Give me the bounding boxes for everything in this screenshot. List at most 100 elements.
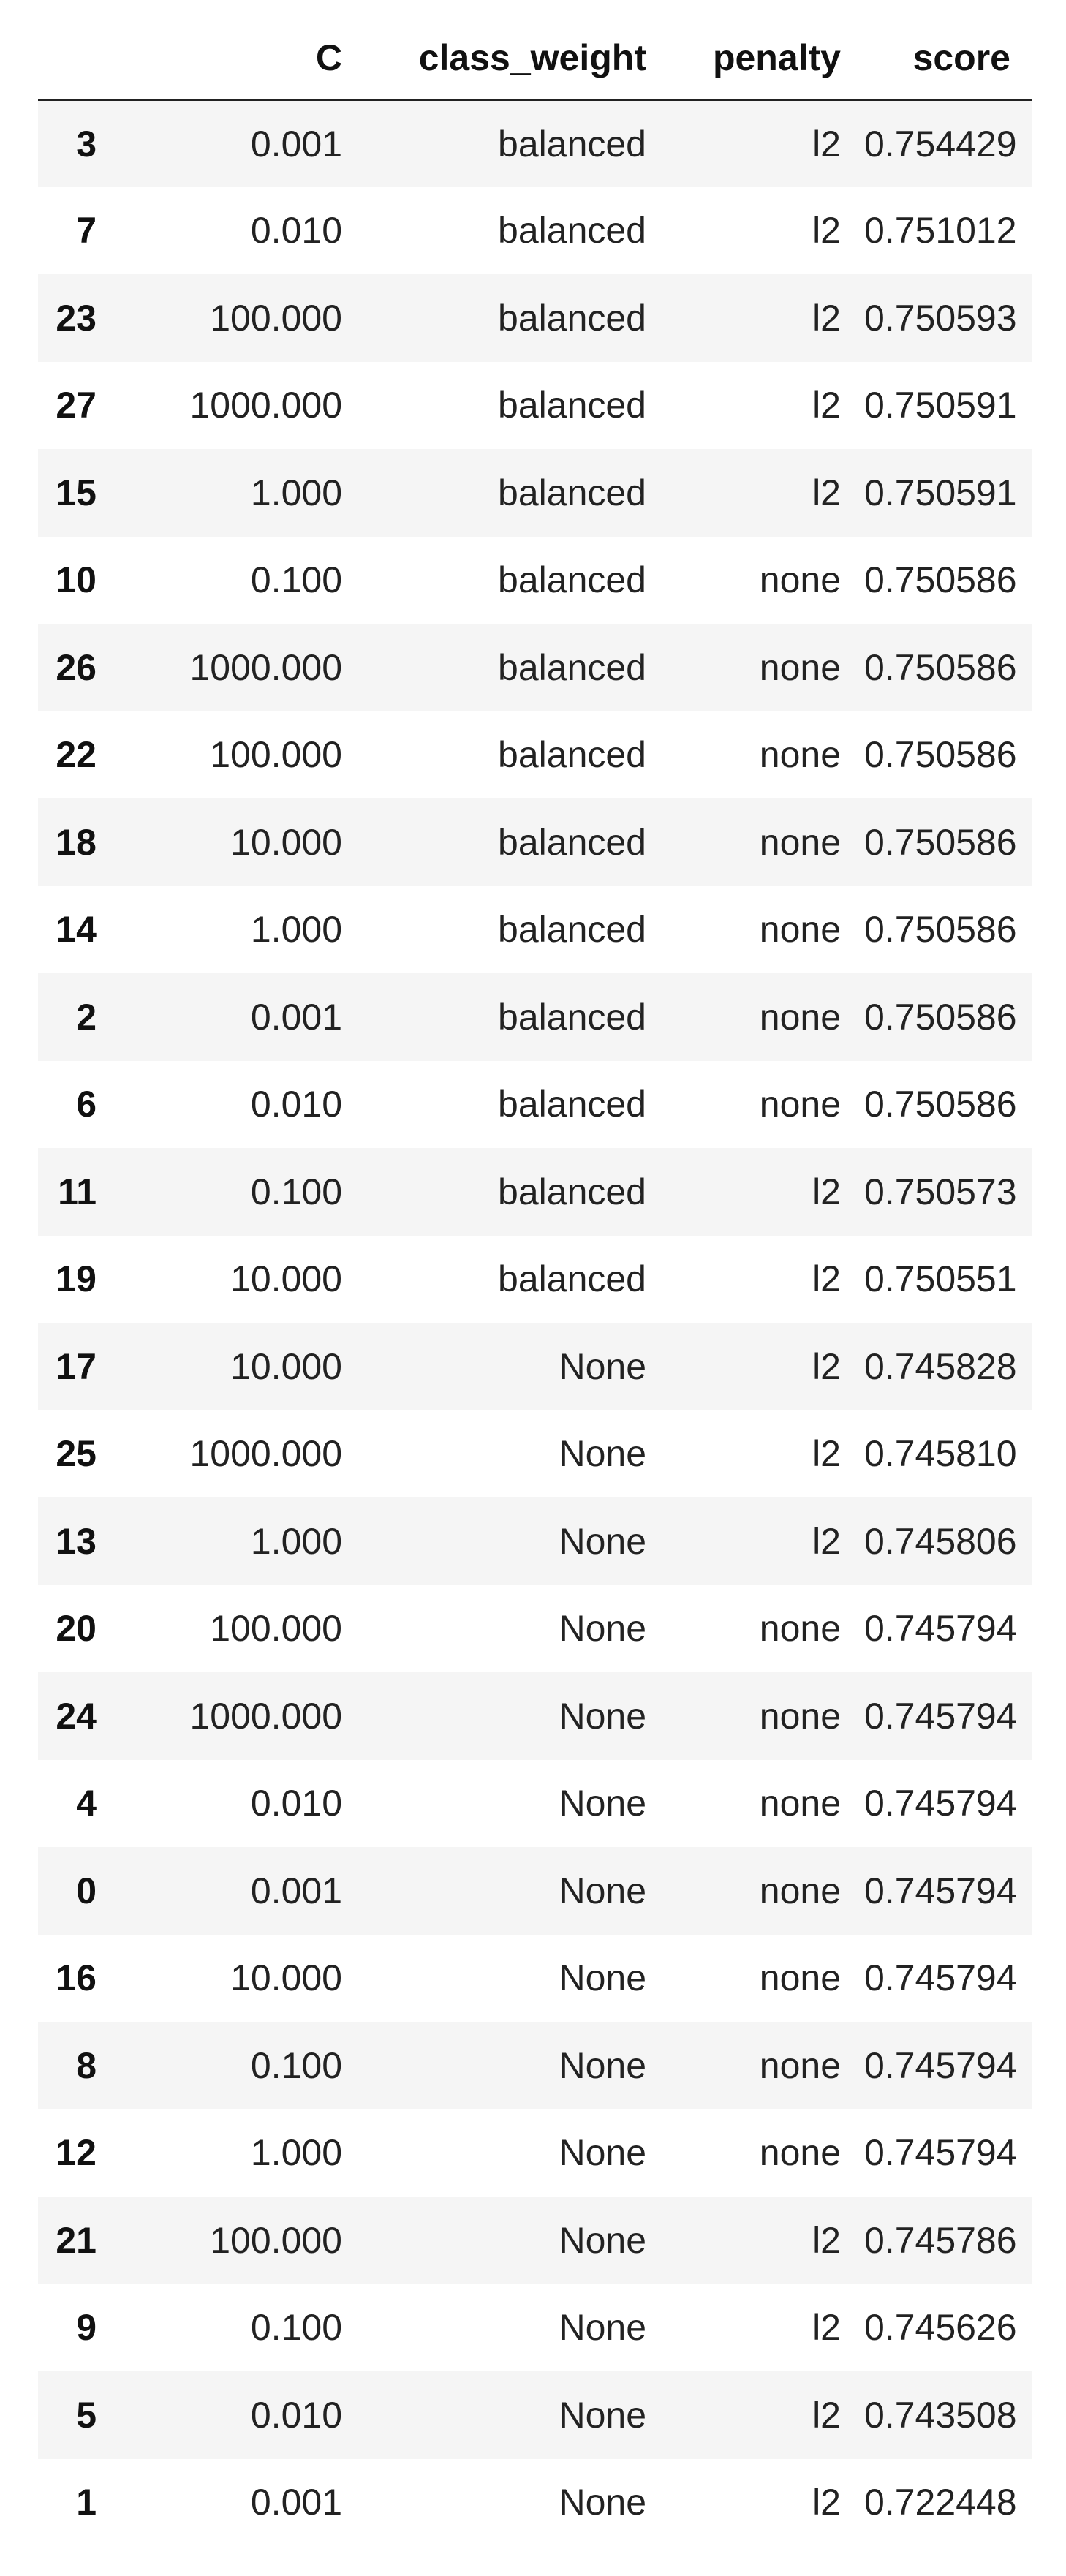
table-row: 16 10.000 None none 0.745794 bbox=[38, 1934, 1032, 2022]
table-row: 6 0.010 balanced none 0.750586 bbox=[38, 1060, 1032, 1148]
table-row: 7 0.010 balanced l2 0.751012 bbox=[38, 186, 1032, 274]
score-cell: 0.750586 bbox=[864, 734, 1017, 776]
penalty-cell: l2 bbox=[812, 2307, 841, 2349]
score-cell: 0.750586 bbox=[864, 821, 1017, 863]
table-row: 21 100.000 None l2 0.745786 bbox=[38, 2197, 1032, 2284]
table-row: 11 0.100 balanced l2 0.750573 bbox=[38, 1148, 1032, 1236]
c-cell: 10.000 bbox=[230, 821, 342, 863]
penalty-cell: l2 bbox=[812, 2394, 841, 2436]
table-row: 24 1000.000 None none 0.745794 bbox=[38, 1672, 1032, 1760]
c-cell: 0.100 bbox=[250, 559, 342, 601]
table-row: 3 0.001 balanced l2 0.754429 bbox=[38, 99, 1032, 187]
class-weight-cell: balanced bbox=[498, 297, 646, 339]
c-cell: 1.000 bbox=[250, 909, 342, 951]
class-weight-cell: balanced bbox=[498, 1258, 646, 1300]
class-weight-cell: None bbox=[559, 2132, 646, 2174]
table-row: 13 1.000 None l2 0.745806 bbox=[38, 1497, 1032, 1585]
row-index: 2 bbox=[76, 996, 97, 1038]
c-cell: 10.000 bbox=[230, 1345, 342, 1387]
score-cell: 0.745626 bbox=[864, 2307, 1017, 2349]
score-cell: 0.750593 bbox=[864, 297, 1017, 339]
penalty-cell: none bbox=[759, 1870, 841, 1911]
table-row: 23 100.000 balanced l2 0.750593 bbox=[38, 274, 1032, 362]
row-index: 24 bbox=[56, 1695, 97, 1737]
table-row: 27 1000.000 balanced l2 0.750591 bbox=[38, 361, 1032, 449]
table-body: 3 0.001 balanced l2 0.754429 7 0.010 balanced l2… bbox=[38, 99, 1032, 2546]
c-cell: 1.000 bbox=[250, 1520, 342, 1562]
table-row: 1 0.001 None l2 0.722448 bbox=[38, 2458, 1032, 2546]
c-cell: 1.000 bbox=[250, 2132, 342, 2174]
table-row: 12 1.000 None none 0.745794 bbox=[38, 2109, 1032, 2197]
row-index: 27 bbox=[56, 385, 97, 426]
class-weight-cell: None bbox=[559, 1520, 646, 1562]
c-cell: 0.010 bbox=[250, 2394, 342, 2436]
c-cell: 0.100 bbox=[250, 2307, 342, 2349]
penalty-cell: none bbox=[759, 996, 841, 1038]
class-weight-cell: None bbox=[559, 1345, 646, 1387]
penalty-cell: l2 bbox=[812, 297, 841, 339]
c-cell: 0.001 bbox=[250, 2482, 342, 2523]
score-cell: 0.754429 bbox=[864, 123, 1017, 165]
class-weight-cell: balanced bbox=[498, 996, 646, 1038]
score-cell: 0.750573 bbox=[864, 1171, 1017, 1212]
table-row: 14 1.000 balanced none 0.750586 bbox=[38, 885, 1032, 973]
c-cell: 100.000 bbox=[210, 1608, 342, 1650]
row-index: 5 bbox=[76, 2394, 97, 2436]
penalty-cell: none bbox=[759, 734, 841, 776]
table-row: 22 100.000 balanced none 0.750586 bbox=[38, 711, 1032, 798]
table-row: 5 0.010 None l2 0.743508 bbox=[38, 2371, 1032, 2459]
penalty-cell: l2 bbox=[812, 1433, 841, 1475]
row-index: 19 bbox=[56, 1258, 97, 1300]
table-row: 26 1000.000 balanced none 0.750586 bbox=[38, 624, 1032, 711]
c-cell: 1000.000 bbox=[189, 1433, 342, 1475]
dataframe-output: C class_weight penalty score 3 0.001 balan… bbox=[38, 18, 1032, 2546]
penalty-header: penalty bbox=[670, 18, 864, 101]
class-weight-cell: None bbox=[559, 2307, 646, 2349]
score-cell: 0.750551 bbox=[864, 1258, 1017, 1300]
penalty-cell: none bbox=[759, 1783, 841, 1824]
row-index: 7 bbox=[76, 210, 97, 252]
c-cell: 0.010 bbox=[250, 210, 342, 252]
c-cell: 10.000 bbox=[230, 1957, 342, 1999]
class-weight-cell: None bbox=[559, 1783, 646, 1824]
score-cell: 0.745794 bbox=[864, 1957, 1017, 1999]
table-row: 18 10.000 balanced none 0.750586 bbox=[38, 798, 1032, 886]
penalty-cell: l2 bbox=[812, 2219, 841, 2261]
header-row: C class_weight penalty score bbox=[38, 18, 1032, 101]
penalty-cell: l2 bbox=[812, 472, 841, 513]
class-weight-cell: balanced bbox=[498, 821, 646, 863]
row-index: 1 bbox=[76, 2482, 97, 2523]
score-cell: 0.745806 bbox=[864, 1520, 1017, 1562]
class-weight-cell: balanced bbox=[498, 909, 646, 951]
table-row: 10 0.100 balanced none 0.750586 bbox=[38, 536, 1032, 624]
c-cell: 1.000 bbox=[250, 472, 342, 513]
penalty-cell: none bbox=[759, 909, 841, 951]
table-row: 17 10.000 None l2 0.745828 bbox=[38, 1323, 1032, 1410]
class-weight-cell: None bbox=[559, 1608, 646, 1650]
class-weight-header: class_weight bbox=[366, 18, 670, 101]
penalty-cell: l2 bbox=[812, 1520, 841, 1562]
c-cell: 0.001 bbox=[250, 123, 342, 165]
c-cell: 0.001 bbox=[250, 1870, 342, 1911]
penalty-cell: none bbox=[759, 559, 841, 601]
penalty-cell: l2 bbox=[812, 2482, 841, 2523]
score-cell: 0.750586 bbox=[864, 996, 1017, 1038]
score-cell: 0.751012 bbox=[864, 210, 1017, 252]
table-row: 4 0.010 None none 0.745794 bbox=[38, 1759, 1032, 1847]
penalty-cell: none bbox=[759, 1695, 841, 1737]
row-index: 17 bbox=[56, 1345, 97, 1387]
row-index: 26 bbox=[56, 646, 97, 688]
score-cell: 0.750586 bbox=[864, 1084, 1017, 1125]
c-cell: 0.100 bbox=[250, 1171, 342, 1212]
row-index: 11 bbox=[58, 1171, 97, 1212]
row-index: 10 bbox=[56, 559, 97, 601]
penalty-cell: none bbox=[759, 2044, 841, 2086]
score-cell: 0.745786 bbox=[864, 2219, 1017, 2261]
score-cell: 0.745794 bbox=[864, 1783, 1017, 1824]
c-cell: 1000.000 bbox=[189, 385, 342, 426]
penalty-cell: none bbox=[759, 646, 841, 688]
row-index: 12 bbox=[56, 2132, 97, 2174]
c-cell: 100.000 bbox=[210, 2219, 342, 2261]
penalty-cell: l2 bbox=[812, 1258, 841, 1300]
score-cell: 0.745794 bbox=[864, 2132, 1017, 2174]
